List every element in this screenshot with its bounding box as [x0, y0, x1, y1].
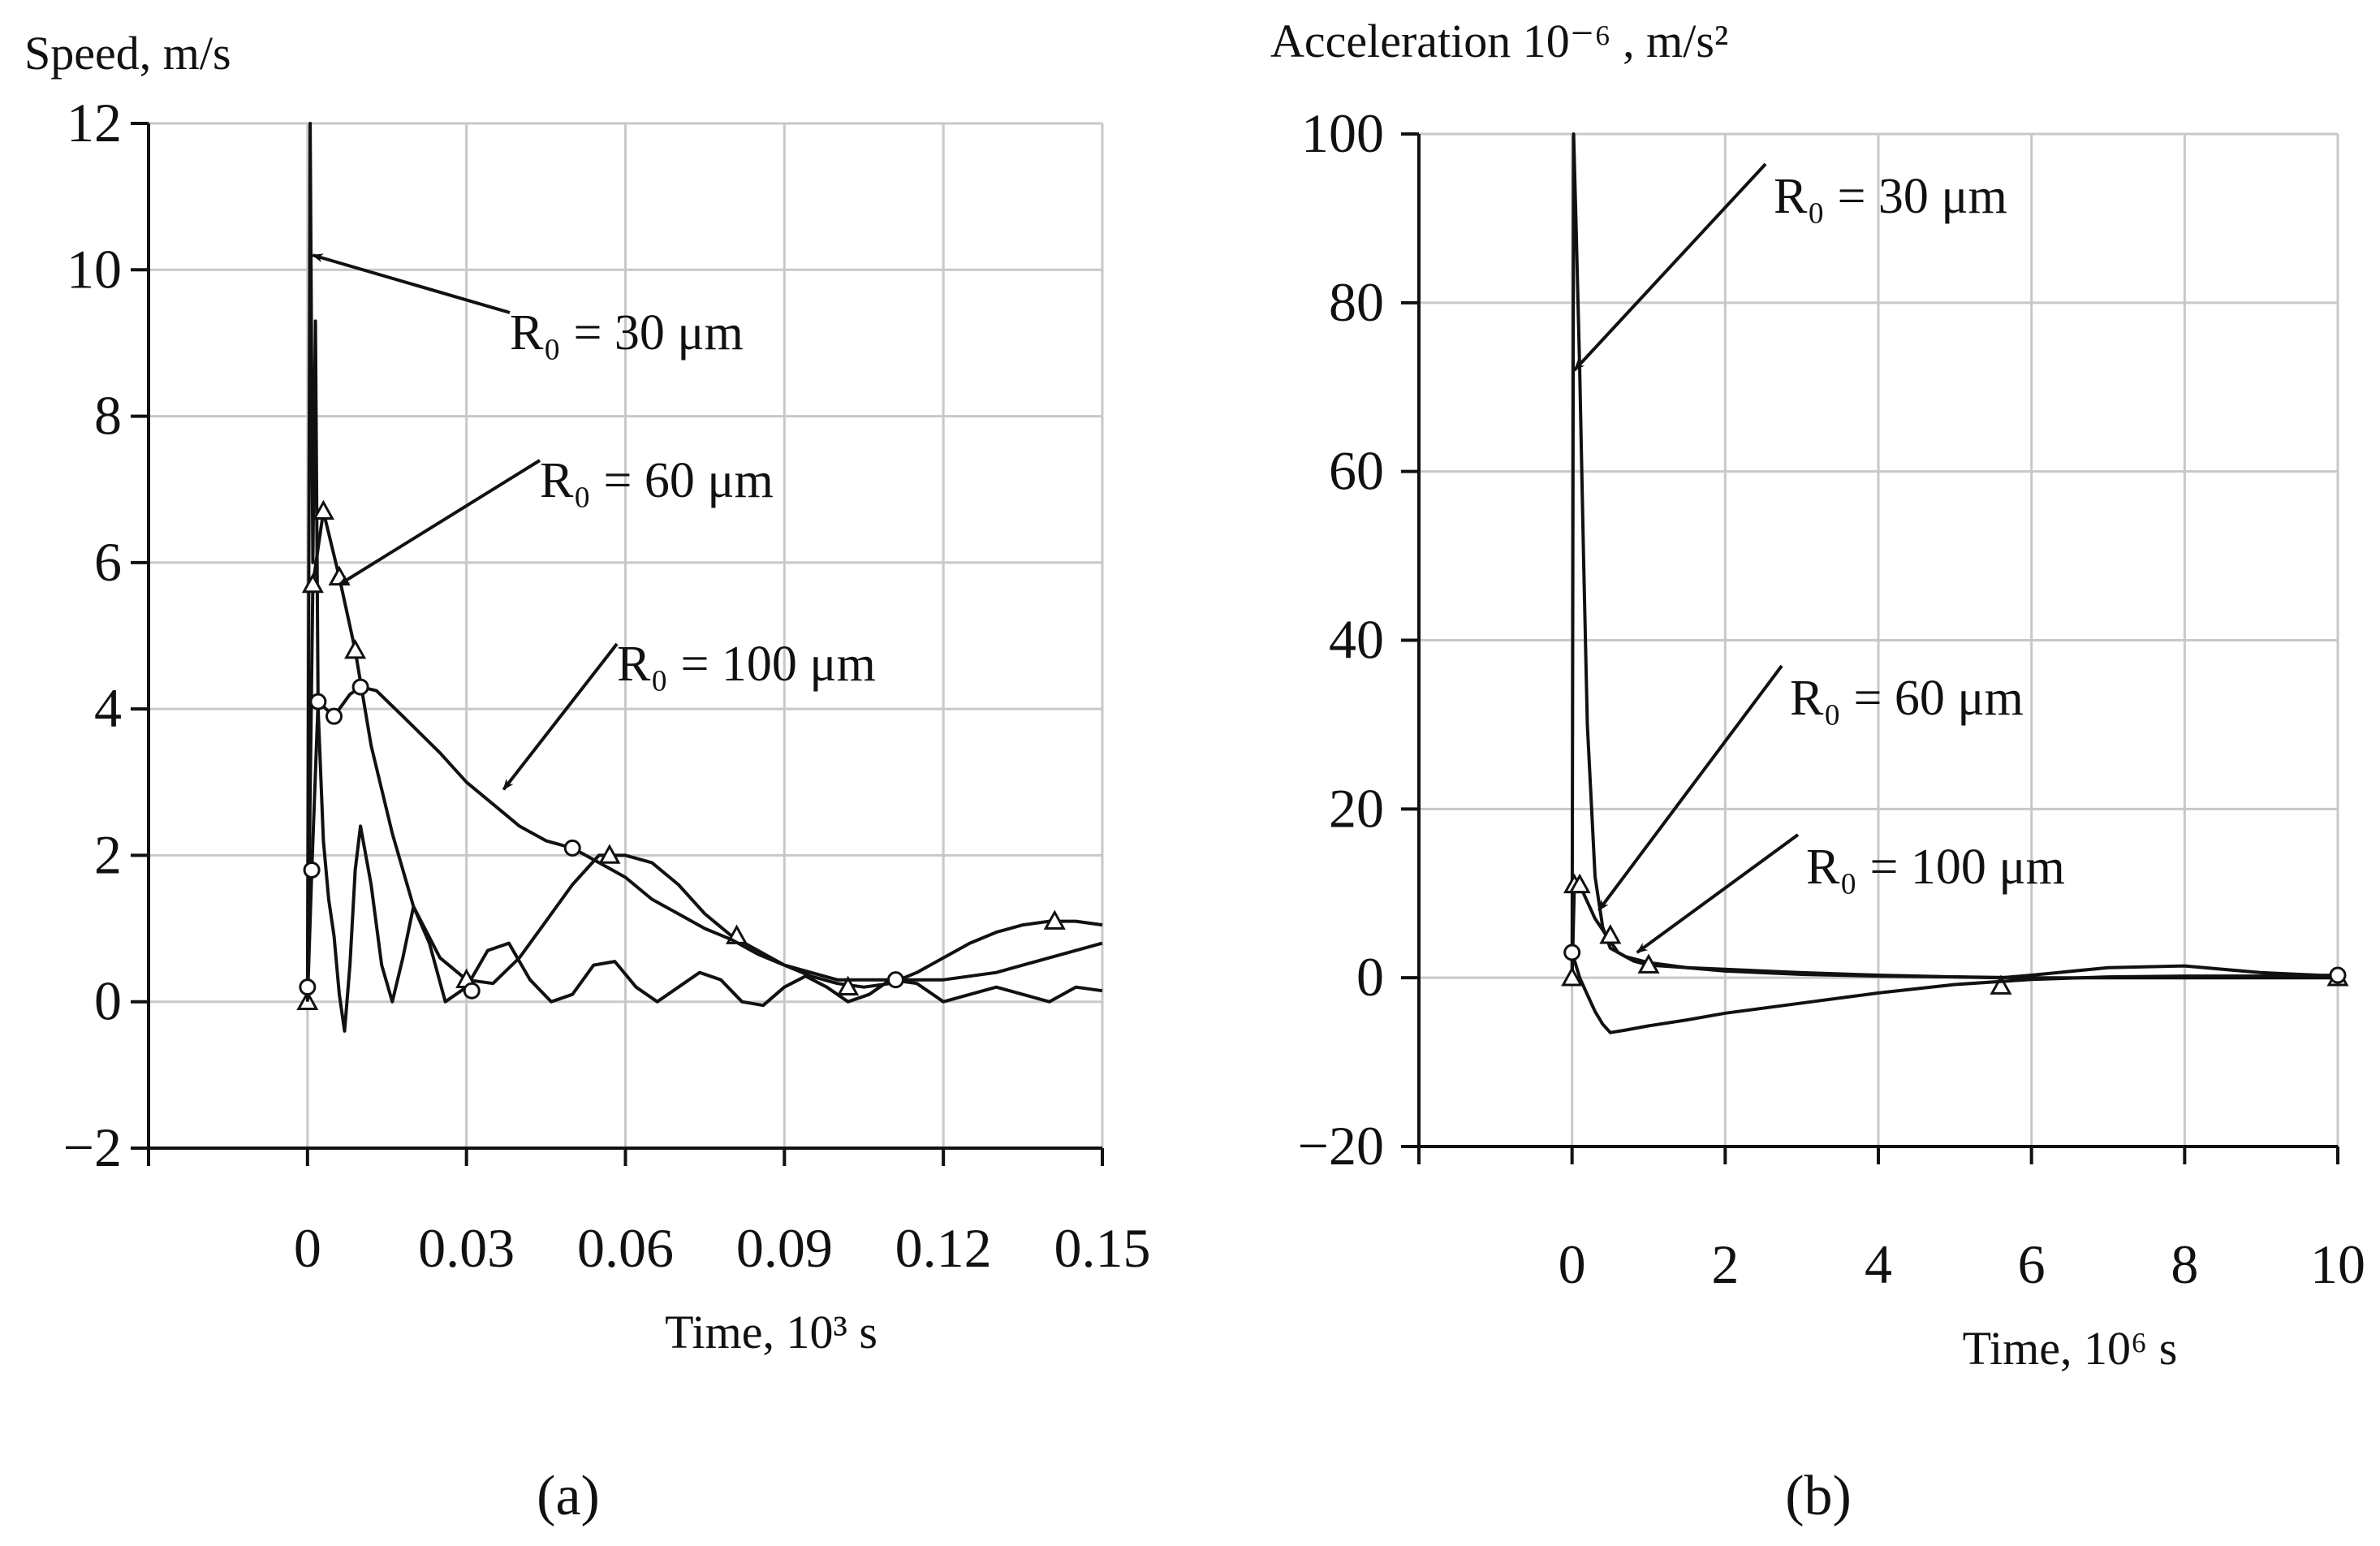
series-point	[886, 971, 904, 989]
y-axis-title: Acceleration 10⁻⁶ , m/s²	[1270, 15, 1728, 67]
x-tick-label: 0.06	[577, 1217, 674, 1279]
series-point	[2329, 966, 2347, 984]
y-tick-label: 2	[94, 823, 122, 885]
annotation-arrow	[1636, 833, 1800, 954]
series-point	[563, 839, 581, 857]
speed-chart: 0 0.03 0.06 0.09 0.12 0.15 −2 0 2 4 6 8 10 12 Speed, m…	[24, 27, 1151, 1527]
y-tick-label: 0	[1356, 946, 1384, 1008]
x-tick-label: 6	[2018, 1233, 2046, 1295]
series-line	[305, 685, 1103, 1002]
gridlines	[1419, 132, 2339, 1148]
annotation-arrow	[1597, 664, 1783, 912]
x-axis-title: Time, 10³ s	[665, 1306, 877, 1358]
y-tick-label: 80	[1329, 271, 1384, 333]
y-tick-label: 12	[67, 92, 122, 153]
y-tick-label: 0	[94, 970, 122, 1032]
y-tick-label: −20	[1298, 1115, 1384, 1177]
x-tick-label: 0.15	[1054, 1217, 1151, 1279]
panel-caption: (b)	[1785, 1465, 1852, 1527]
acceleration-chart: 0 2 4 6 8 10 −20 0 20 40 60 80 100 Acceleration 10⁻⁶ …	[1270, 15, 2365, 1527]
x-tick-label: 0.12	[895, 1217, 992, 1279]
series-line	[1570, 883, 2339, 980]
annotation-label: R₀ = 100 μm	[617, 637, 876, 692]
series-line	[1570, 952, 2339, 1034]
annotation-arrow	[502, 642, 619, 791]
y-tick-label: 40	[1329, 609, 1384, 671]
y-tick-label: 6	[94, 531, 122, 593]
x-tick-label: 0	[1559, 1233, 1586, 1295]
series-point	[1599, 924, 1622, 944]
series-point	[837, 975, 860, 995]
annotation-arrow	[1573, 162, 1767, 372]
series-point	[351, 678, 369, 696]
series-point	[1043, 909, 1066, 930]
panel-caption: (a)	[537, 1465, 600, 1527]
y-tick-label: 60	[1329, 440, 1384, 502]
y-tick-label: −2	[63, 1116, 122, 1178]
annotation-label: R₀ = 30 μm	[1774, 169, 2007, 224]
series-point	[344, 638, 367, 659]
annotation-label: R₀ = 100 μm	[1806, 840, 2065, 895]
x-tick-label: 2	[1711, 1233, 1739, 1295]
series-point	[463, 982, 481, 1000]
series-point	[1563, 944, 1581, 961]
series-point	[598, 844, 621, 864]
series-point	[325, 707, 343, 725]
series-line	[305, 122, 1103, 1033]
series-point	[1568, 873, 1591, 894]
series-point	[1990, 974, 2012, 995]
y-tick-label: 10	[67, 238, 122, 300]
annotation-arrow	[338, 459, 541, 586]
series-point	[1637, 953, 1660, 974]
series-point	[299, 978, 317, 996]
series-point	[312, 499, 334, 520]
annotation-arrow	[312, 253, 511, 314]
y-tick-label: 100	[1301, 102, 1384, 164]
series-point	[309, 693, 327, 710]
y-tick-label: 8	[94, 385, 122, 447]
annotation-label: R₀ = 60 μm	[1790, 671, 2024, 726]
x-axis-title: Time, 10⁶ s	[1963, 1322, 2178, 1375]
annotation-label: R₀ = 60 μm	[540, 453, 774, 508]
series-point	[1561, 966, 1584, 987]
x-tick-label: 8	[2171, 1233, 2198, 1295]
x-tick-label: 10	[2310, 1233, 2365, 1295]
x-tick-label: 0.09	[736, 1217, 833, 1279]
y-tick-label: 4	[94, 677, 122, 739]
series-line	[305, 509, 1103, 1002]
series-point	[303, 861, 321, 879]
x-tick-label: 0	[294, 1217, 321, 1279]
annotation-label: R₀ = 30 μm	[510, 305, 744, 361]
series-point	[301, 572, 324, 594]
x-tick-label: 4	[1865, 1233, 1892, 1295]
y-tick-label: 20	[1329, 777, 1384, 839]
y-axis-title: Speed, m/s	[24, 27, 231, 80]
gridlines	[149, 122, 1104, 1150]
x-tick-label: 0.03	[418, 1217, 515, 1279]
